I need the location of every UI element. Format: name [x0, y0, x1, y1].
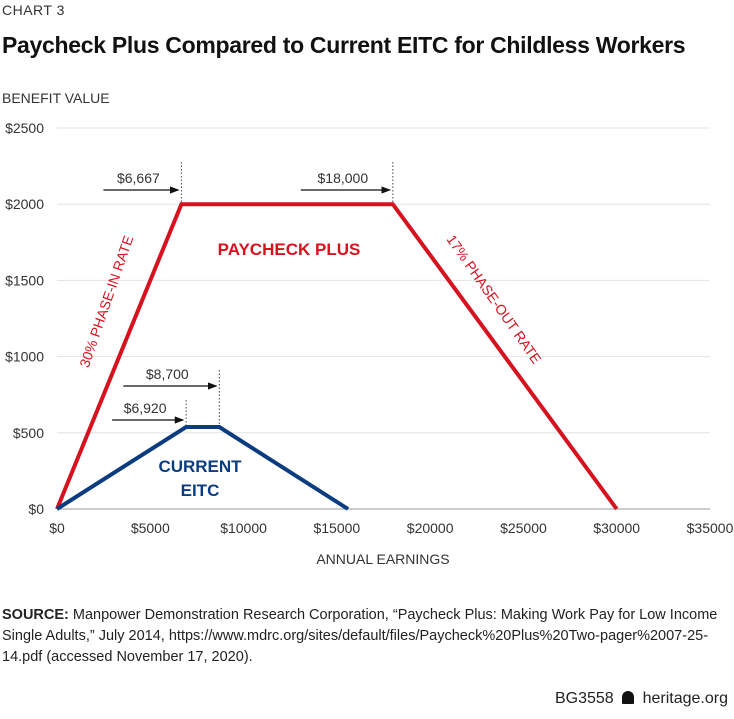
series-label-current-eitc: EITC [181, 481, 220, 500]
x-tick-label: $15000 [313, 520, 360, 536]
marker-label: $6,667 [117, 170, 160, 186]
series-line-paycheck-plus [55, 202, 619, 511]
chart-title: Paycheck Plus Compared to Current EITC f… [2, 32, 686, 58]
chart-plot: BENEFIT VALUE $0 $500 $1000 $1500 $2000 $2500 $… [2, 90, 734, 567]
y-tick-label: $2000 [5, 196, 44, 212]
x-tick-label: $0 [49, 520, 65, 536]
x-tick-label: $25000 [500, 520, 547, 536]
y-tick-label: $1000 [5, 349, 44, 365]
liberty-bell-icon [622, 691, 635, 704]
chart-kicker: CHART 3 [2, 2, 65, 18]
y-axis-label: BENEFIT VALUE [2, 90, 110, 106]
x-tick-label: $35000 [687, 520, 734, 536]
report-code: BG3558 [554, 690, 614, 707]
footer: BG3558 heritage.org [555, 690, 728, 708]
x-tick-label: $30000 [593, 520, 640, 536]
series-label-current-eitc: CURRENT [158, 457, 242, 476]
x-axis-label: ANNUAL EARNINGS [316, 551, 449, 567]
marker-label: $8,700 [146, 366, 189, 382]
marker-label: $18,000 [318, 170, 369, 186]
y-tick-label: $500 [13, 425, 44, 441]
source-note: SOURCE: Manpower Demonstration Research … [2, 605, 732, 668]
y-tick-label: $1500 [5, 272, 44, 288]
x-tick-label: $10000 [220, 520, 267, 536]
phase-out-rate-label: 17% PHASE-OUT RATE [444, 232, 545, 367]
series-line-current-eitc [55, 425, 350, 511]
x-tick-label: $20000 [407, 520, 454, 536]
source-text: Manpower Demonstration Research Corporat… [2, 607, 718, 665]
phase-in-rate-label: 30% PHASE-IN RATE [76, 233, 136, 369]
marker-label: $6,920 [124, 400, 167, 416]
y-tick-label: $2500 [5, 120, 44, 136]
source-label: SOURCE: [2, 607, 69, 623]
x-tick-label: $5000 [131, 520, 170, 536]
site-name: heritage.org [642, 690, 728, 707]
y-tick-label: $0 [28, 501, 44, 517]
series-label-paycheck-plus: PAYCHECK PLUS [218, 240, 361, 259]
